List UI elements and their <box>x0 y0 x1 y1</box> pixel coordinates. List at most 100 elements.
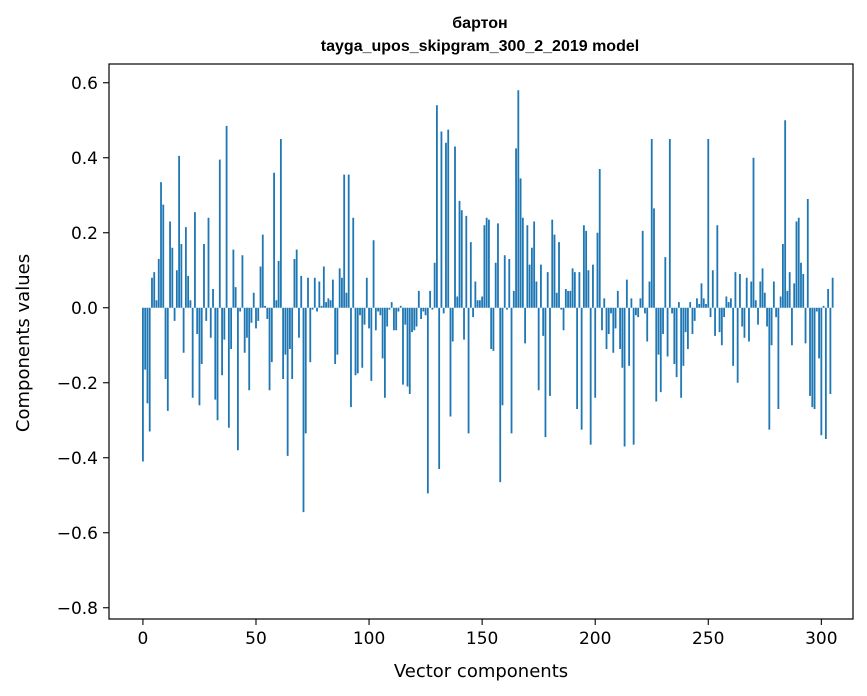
bar <box>630 298 633 308</box>
bar <box>352 217 355 308</box>
bar <box>463 307 465 340</box>
bar <box>519 178 522 308</box>
bar <box>291 307 294 379</box>
bar <box>628 307 631 366</box>
bar <box>587 270 590 308</box>
y-tick-label: 0.2 <box>71 224 98 244</box>
bar <box>164 307 167 379</box>
bar <box>540 264 542 308</box>
bar <box>684 307 687 333</box>
y-tick-label: −0.6 <box>57 524 98 544</box>
bar <box>725 296 728 308</box>
bar <box>393 307 395 331</box>
x-tick-label: 100 <box>353 629 385 649</box>
bar <box>831 277 834 308</box>
bar <box>422 307 425 312</box>
bar <box>307 277 309 308</box>
chart-subtitle: tayga_upos_skipgram_300_2_2019 model <box>321 38 639 55</box>
bar <box>442 307 445 314</box>
bar <box>194 212 196 308</box>
x-tick-label: 50 <box>245 629 267 649</box>
bar <box>653 208 655 308</box>
bar <box>345 292 348 308</box>
bar <box>354 307 357 376</box>
bar <box>732 307 735 366</box>
bar <box>343 174 346 308</box>
bar <box>696 298 698 308</box>
bar <box>763 292 766 308</box>
bar <box>542 307 545 336</box>
bar <box>811 307 814 408</box>
bar <box>279 139 282 308</box>
bar <box>440 131 443 308</box>
x-tick-label: 300 <box>805 629 837 649</box>
bar <box>770 307 773 346</box>
bar <box>148 307 151 432</box>
bar <box>533 221 536 308</box>
bar <box>295 249 298 308</box>
bar <box>605 307 608 349</box>
bar <box>521 217 524 308</box>
bar <box>827 289 830 308</box>
bar <box>286 307 289 456</box>
bar <box>289 307 291 349</box>
bar <box>691 307 694 334</box>
bar <box>320 305 323 308</box>
bar <box>166 307 169 411</box>
bar <box>374 307 377 331</box>
bar <box>402 307 404 385</box>
bar <box>336 307 339 355</box>
bar <box>784 120 787 308</box>
bar <box>433 262 436 308</box>
bar <box>144 307 147 370</box>
bar <box>368 307 370 329</box>
bar <box>243 307 246 353</box>
bar <box>268 307 271 391</box>
bar <box>488 219 490 308</box>
bar <box>318 281 321 308</box>
bar <box>612 307 615 353</box>
bar <box>490 307 493 349</box>
bar <box>768 307 771 430</box>
bar <box>347 174 350 308</box>
bar <box>209 307 212 338</box>
bar <box>431 307 434 310</box>
bar <box>304 307 307 434</box>
bar <box>759 281 762 308</box>
bar <box>252 292 255 308</box>
bar <box>560 307 563 310</box>
bar <box>616 290 619 308</box>
bar <box>711 270 714 308</box>
bar <box>451 307 454 342</box>
bar <box>397 307 400 312</box>
bar <box>467 307 470 434</box>
bar <box>779 296 782 308</box>
bar <box>196 307 199 334</box>
bar <box>795 221 798 308</box>
bar <box>750 281 753 308</box>
bar <box>614 307 617 329</box>
bar <box>526 225 529 308</box>
bar <box>553 234 556 308</box>
bar <box>582 225 585 308</box>
bar <box>544 307 547 438</box>
bar <box>411 307 413 333</box>
bar <box>666 307 669 357</box>
bar <box>809 307 811 396</box>
bar <box>465 215 468 308</box>
bar <box>573 272 576 308</box>
y-axis-ticks: −0.8 −0.6 −0.4 −0.2 0.0 0.2 0.4 0.6 <box>57 74 109 619</box>
bar <box>734 272 737 308</box>
bar <box>155 300 158 308</box>
bar <box>341 277 343 308</box>
bar <box>361 307 364 368</box>
bar <box>714 307 716 336</box>
bar <box>693 307 696 321</box>
bar <box>476 300 479 308</box>
bar <box>264 305 266 308</box>
bar <box>472 307 474 318</box>
bar <box>146 307 149 404</box>
bar <box>535 281 538 308</box>
bar <box>160 182 162 308</box>
bar <box>596 232 599 308</box>
